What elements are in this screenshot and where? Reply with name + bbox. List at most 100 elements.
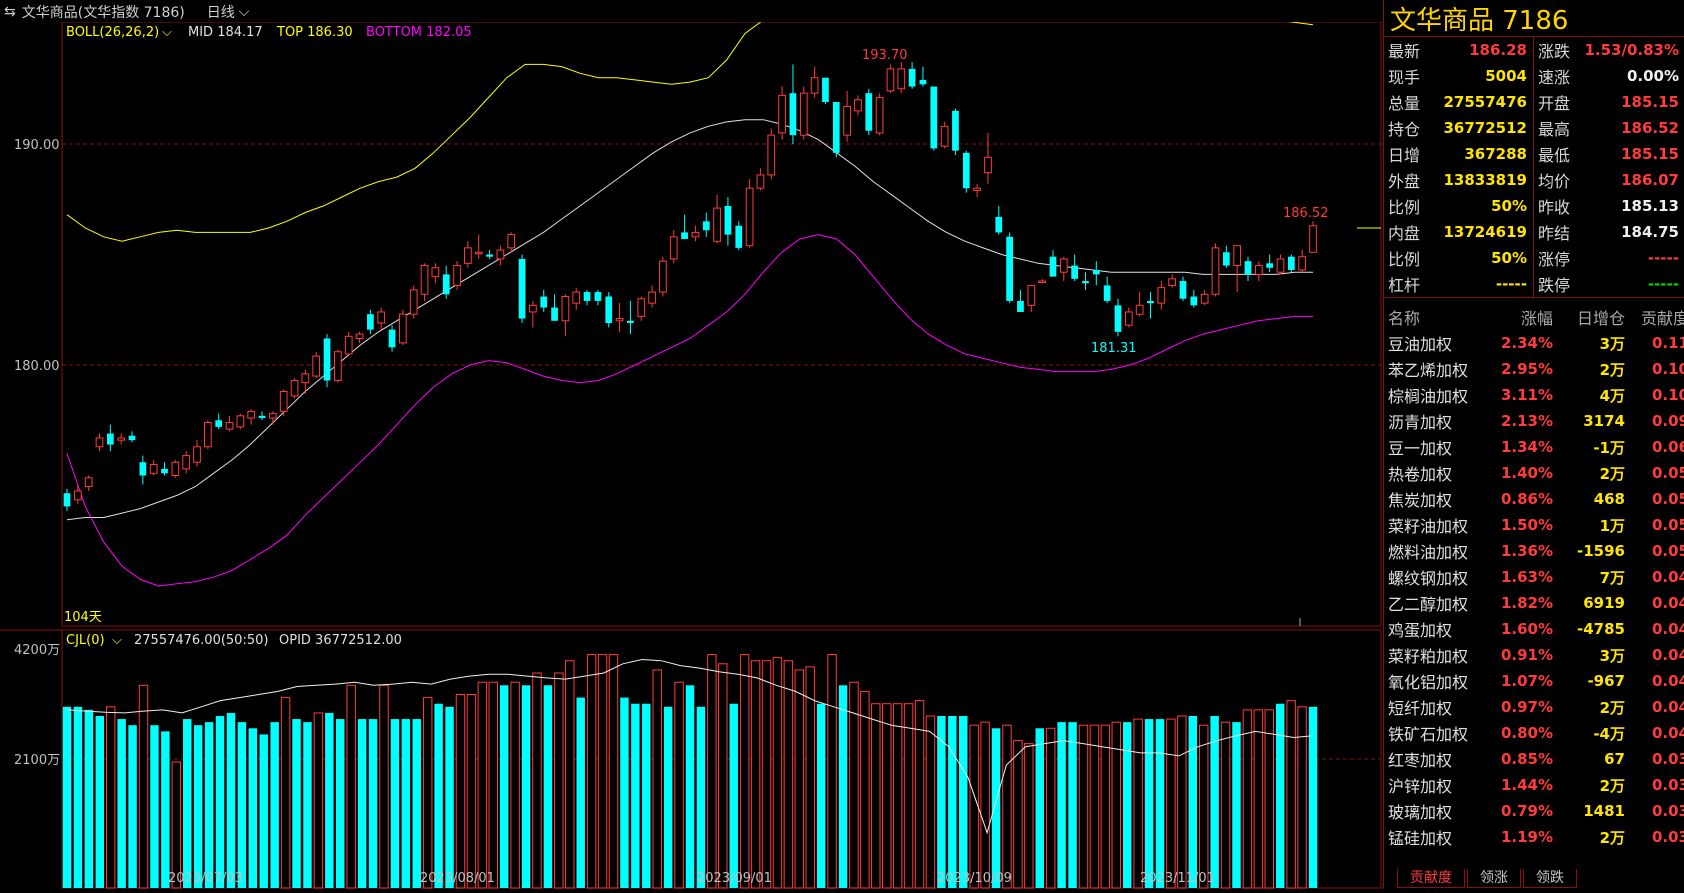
quote-row: 比例 50% [1384, 245, 1533, 271]
candle-body [367, 314, 374, 330]
contrib-name: 沥青加权 [1388, 413, 1453, 432]
contrib-row[interactable]: 玻璃加权 0.79% 1481 0.03 [1384, 798, 1684, 824]
volume-bar [1035, 728, 1044, 888]
contrib-row[interactable]: 氧化铝加权 1.07% -967 0.04 [1384, 668, 1684, 694]
candle-body [681, 232, 688, 240]
contrib-oi: 2万 [1599, 698, 1625, 717]
col-contribution[interactable]: 贡献度 [1640, 309, 1684, 328]
quote-key: 均价 [1538, 172, 1571, 191]
volume-bar [783, 660, 794, 889]
quote-row: 涨跌 1.53/0.83% [1534, 37, 1684, 63]
contrib-row[interactable]: 燃料油加权 1.36% -1596 0.05 [1384, 538, 1684, 564]
quote-title: 文华商品 7186 [1384, 0, 1684, 37]
period-selector[interactable]: 日线 ⌵ [207, 2, 250, 22]
contrib-row[interactable]: 乙二醇加权 1.82% 6919 0.04 [1384, 590, 1684, 616]
volume-bars [62, 654, 1318, 889]
contrib-oi: 2万 [1599, 828, 1625, 847]
contrib-row[interactable]: 菜籽油加权 1.50% 1万 0.05 [1384, 512, 1684, 538]
volume-bar [761, 660, 772, 889]
volume-bar [270, 722, 279, 888]
contrib-row[interactable]: 铁矿石加权 0.80% -4万 0.04 [1384, 720, 1684, 746]
kline-svg[interactable]: 190.00 180.00 4200万 2100万 BOLL(26,26,2) … [0, 19, 1382, 889]
contrib-row[interactable]: 豆一加权 1.34% -1万 0.06 [1384, 434, 1684, 460]
col-oi-change[interactable]: 日增仓 [1576, 309, 1625, 328]
link-icon[interactable]: ⇆ [4, 3, 16, 20]
contrib-value: 0.06 [1651, 438, 1684, 456]
instrument-title[interactable]: 文华商品(文华指数 7186) [21, 4, 185, 21]
contrib-row[interactable]: 棕榈油加权 3.11% 4万 0.10 [1384, 382, 1684, 408]
price-panel-border [61, 21, 1382, 627]
contrib-name: 锰硅加权 [1388, 829, 1453, 848]
candle-body [551, 307, 558, 321]
contrib-row[interactable]: 沪锌加权 1.44% 2万 0.03 [1384, 772, 1684, 798]
volume-bar [248, 728, 258, 888]
contrib-name: 玻璃加权 [1388, 803, 1453, 822]
volume-bar [422, 697, 433, 889]
contrib-row[interactable]: 锰硅加权 1.19% 2万 0.03 [1384, 824, 1684, 850]
kline-chart-area[interactable]: 190.00 180.00 4200万 2100万 BOLL(26,26,2) … [0, 19, 1382, 889]
contrib-row[interactable]: 螺纹钢加权 1.63% 7万 0.04 [1384, 564, 1684, 590]
contrib-name: 菜籽油加权 [1388, 517, 1469, 536]
quote-value: ----- [1647, 275, 1679, 293]
contrib-change: 0.97% [1500, 698, 1553, 716]
col-change[interactable]: 涨幅 [1520, 309, 1553, 328]
contrib-value: 0.05 [1651, 464, 1684, 482]
tab-leading-down[interactable]: 领跌 [1523, 869, 1577, 888]
chevron-down-icon: ⌵ [238, 3, 250, 20]
candle-body [1135, 304, 1144, 315]
volume-bar [303, 722, 312, 888]
volume-bar [259, 734, 268, 888]
candle-body [984, 156, 992, 174]
contrib-row[interactable]: 短纤加权 0.97% 2万 0.04 [1384, 694, 1684, 720]
quote-value: 185.15 [1621, 145, 1679, 163]
volume-bar [346, 684, 356, 889]
volume-bar [510, 681, 520, 889]
cjl-label[interactable]: CJL(0) [66, 633, 105, 648]
col-name[interactable]: 名称 [1388, 309, 1421, 328]
contrib-change: 2.34% [1500, 334, 1553, 352]
contrib-row[interactable]: 鸡蛋加权 1.60% -4785 0.04 [1384, 616, 1684, 642]
contrib-row[interactable]: 焦炭加权 0.86% 468 0.05 [1384, 486, 1684, 512]
volume-bar [1155, 719, 1165, 888]
contrib-change: 1.19% [1500, 828, 1553, 846]
contrib-row[interactable]: 豆油加权 2.34% 3万 0.11 [1384, 330, 1684, 356]
candle-body [171, 461, 180, 476]
volume-bar [313, 712, 324, 889]
chevron-down-icon[interactable]: ⌵ [112, 633, 122, 648]
candle-body [637, 298, 646, 317]
quote-key: 昨结 [1538, 224, 1571, 243]
contrib-value: 0.04 [1651, 698, 1684, 716]
boll-top-line [66, 19, 1314, 242]
candle-body [1092, 269, 1100, 275]
candle-body [897, 68, 906, 90]
volume-bar [237, 722, 247, 888]
contrib-name: 铁矿石加权 [1388, 725, 1469, 744]
candle-body [518, 258, 526, 319]
volume-bar [1122, 722, 1132, 888]
candle-body [745, 187, 754, 247]
contrib-row[interactable]: 沥青加权 2.13% 3174 0.09 [1384, 408, 1684, 434]
tab-leading-up[interactable]: 领涨 [1467, 869, 1521, 888]
boll-label[interactable]: BOLL(26,26,2) [66, 25, 159, 40]
candle-body [1124, 311, 1133, 326]
quote-key: 开盘 [1538, 94, 1571, 113]
contrib-change: 1.34% [1500, 438, 1553, 456]
volume-bar [1111, 721, 1121, 889]
volume-bar [466, 694, 477, 889]
contrib-value: 0.04 [1651, 620, 1684, 638]
contrib-value: 0.05 [1651, 516, 1684, 534]
candle-body [1200, 293, 1209, 304]
volume-bar [707, 654, 717, 889]
candle-body [1006, 236, 1013, 301]
volume-bar [1166, 718, 1176, 889]
tab-contribution[interactable]: 贡献度 [1397, 869, 1465, 888]
candle-body [919, 79, 927, 85]
chevron-down-icon[interactable]: ⌵ [162, 25, 172, 40]
contrib-row[interactable]: 苯乙烯加权 2.95% 2万 0.10 [1384, 356, 1684, 382]
volume-bar [685, 685, 695, 888]
contrib-row[interactable]: 热卷加权 1.40% 2万 0.05 [1384, 460, 1684, 486]
contrib-row[interactable]: 红枣加权 0.85% 67 0.03 [1384, 746, 1684, 772]
quote-key: 现手 [1388, 68, 1421, 87]
volume-bar [292, 719, 301, 888]
contrib-row[interactable]: 菜籽粕加权 0.91% 3万 0.04 [1384, 642, 1684, 668]
